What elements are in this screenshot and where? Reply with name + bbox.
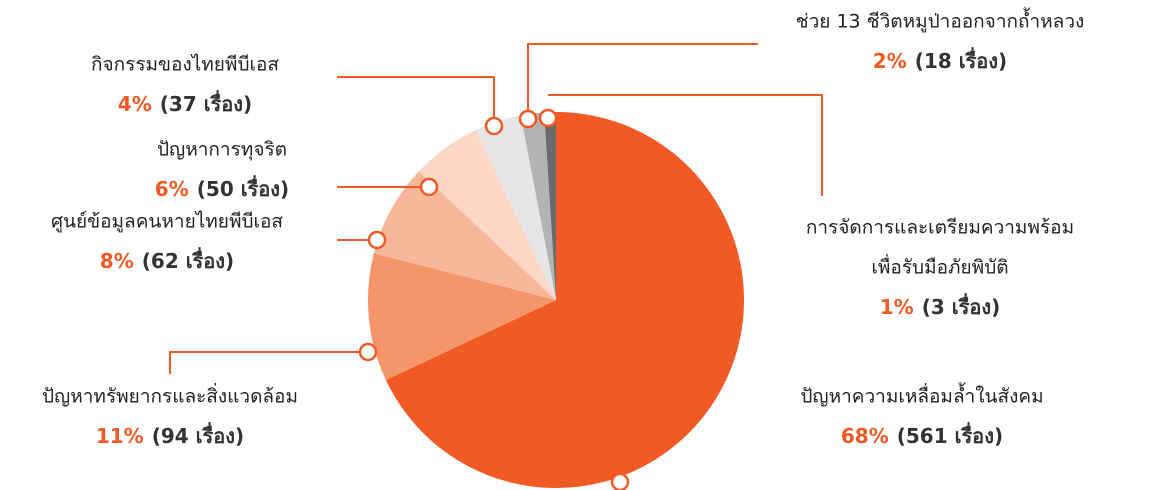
pie-slice	[373, 171, 556, 300]
value-label: 11%	[96, 424, 144, 448]
leader-marker	[419, 177, 439, 197]
category-label: ปัญหาทรัพยากรและสิ่งแวดล้อม	[42, 383, 298, 408]
value-label-group: 4% (37 เรื่อง)	[118, 89, 252, 116]
pie-slice	[520, 112, 556, 300]
pie-slice	[544, 112, 556, 300]
value-label: 4%	[118, 92, 152, 116]
count-label: (62 เรื่อง)	[142, 246, 234, 273]
value-label: 2%	[873, 49, 907, 73]
category-label: ปัญหาการทุจริต	[157, 139, 287, 162]
value-label: 68%	[841, 424, 889, 448]
category-label: เพื่อรับมือภัยพิบัติ	[871, 254, 1008, 279]
value-label: 6%	[155, 177, 189, 201]
count-label: (94 เรื่อง)	[152, 421, 244, 448]
value-label-group: 6% (50 เรื่อง)	[155, 174, 289, 201]
leader-marker	[367, 230, 387, 250]
category-label: ช่วย 13 ชีวิตหมูป่าออกจากถ้ำหลวง	[796, 8, 1085, 33]
count-label: (50 เรื่อง)	[197, 174, 289, 201]
count-label: (3 เรื่อง)	[922, 292, 1001, 319]
value-label-group: 1% (3 เรื่อง)	[880, 292, 1000, 319]
value-label-group: 8% (62 เรื่อง)	[100, 246, 234, 273]
value-label-group: 11% (94 เรื่อง)	[96, 421, 244, 448]
leader-line	[337, 76, 495, 126]
leader-marker	[358, 342, 378, 362]
value-label-group: 68% (561 เรื่อง)	[841, 421, 1003, 448]
pie-slice	[475, 115, 556, 301]
category-label: กิจกรรมของไทยพีบีเอส	[91, 54, 279, 76]
pie-slice	[385, 112, 745, 488]
count-label: (561 เรื่อง)	[897, 421, 1003, 448]
leader-marker	[610, 472, 630, 490]
leader-line	[548, 94, 823, 196]
leader-line	[527, 43, 758, 119]
category-label: ศูนย์ข้อมูลคนหายไทยพีบีเอส	[51, 211, 283, 233]
leader-line	[169, 351, 368, 374]
leader-marker	[538, 108, 558, 128]
leader-marker	[484, 116, 504, 136]
value-label: 8%	[100, 249, 134, 273]
value-label-group: 2% (18 เรื่อง)	[873, 46, 1007, 73]
pie-slice	[368, 253, 556, 381]
category-label: ปัญหาความเหลื่อมล้ำในสังคม	[800, 383, 1043, 408]
category-label: การจัดการและเตรียมความพร้อม	[806, 217, 1074, 239]
value-label: 1%	[880, 295, 914, 319]
count-label: (37 เรื่อง)	[160, 89, 252, 116]
leader-marker	[518, 109, 538, 129]
pie-slice	[418, 129, 556, 300]
count-label: (18 เรื่อง)	[915, 46, 1007, 73]
